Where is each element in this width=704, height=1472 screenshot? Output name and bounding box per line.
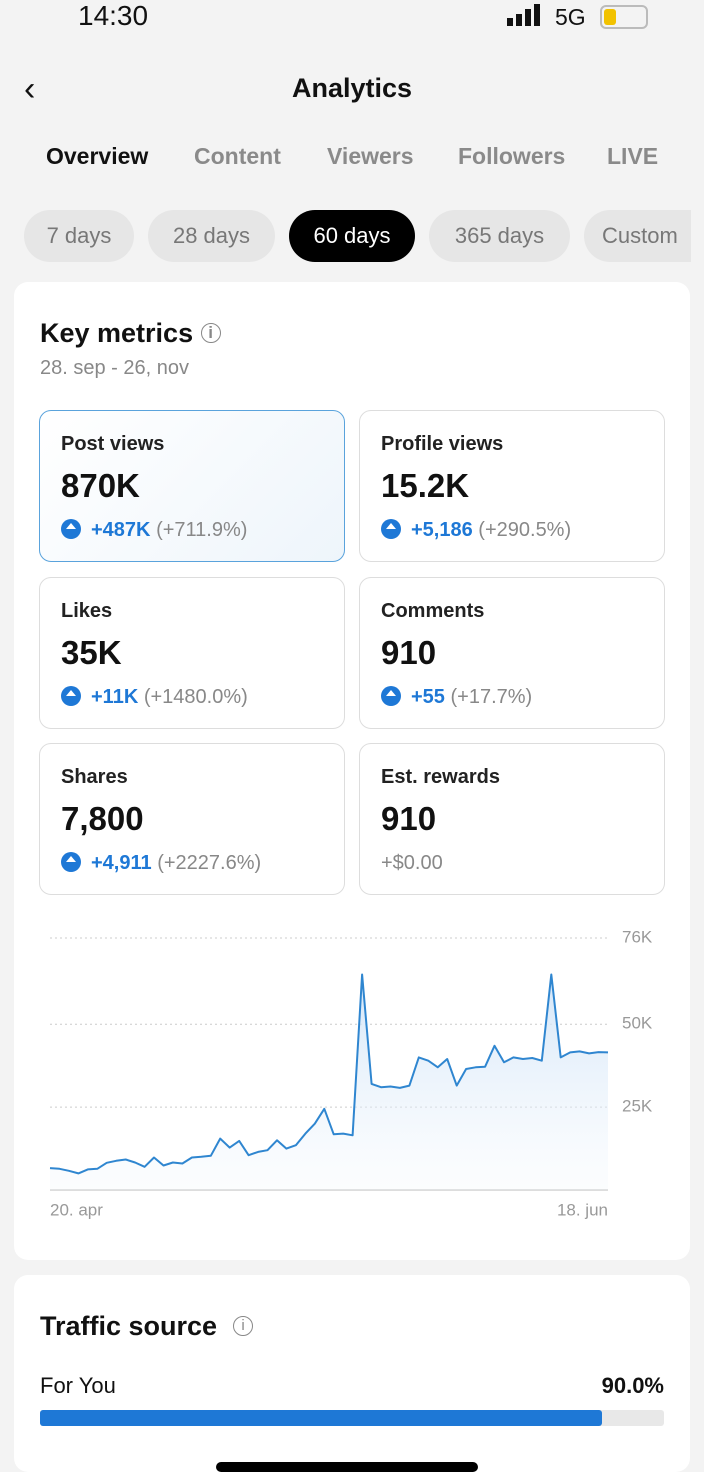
info-icon[interactable]: i — [233, 1316, 253, 1336]
metric-change: +55 — [411, 686, 445, 708]
traffic-label: For You — [40, 1373, 116, 1398]
range-pill[interactable]: Custom — [584, 210, 691, 262]
metric-card[interactable]: Likes 35K +11K (+1480.0%) — [39, 577, 345, 729]
metric-change: +4,911 — [91, 852, 152, 874]
up-icon — [381, 519, 401, 539]
tab[interactable]: LIVE — [607, 143, 659, 169]
metric-change-row: +55 (+17.7%) — [381, 686, 532, 709]
metric-pct: (+17.7%) — [450, 686, 533, 708]
traffic-title: Traffic source — [40, 1311, 218, 1341]
page-title: Analytics — [291, 73, 413, 103]
traffic-panel — [14, 1275, 690, 1472]
up-icon — [381, 686, 401, 706]
y-tick-label: 50K — [622, 1014, 653, 1033]
metric-pct: (+711.9%) — [156, 519, 248, 541]
range-pill[interactable]: 28 days — [148, 210, 275, 262]
tab[interactable]: Viewers — [327, 143, 414, 169]
home-indicator — [216, 1462, 478, 1472]
metric-pct: +$0.00 — [381, 852, 443, 874]
metric-change-row: +4,911 (+2227.6%) — [61, 852, 261, 875]
y-tick-label: 76K — [622, 927, 653, 946]
x-tick-label: 20. apr — [50, 1200, 103, 1219]
metric-pct: (+290.5%) — [478, 519, 572, 541]
metric-change-row: +5,186 (+290.5%) — [381, 519, 571, 542]
back-button[interactable]: ‹ — [24, 70, 36, 108]
range-pill[interactable]: 7 days — [24, 210, 134, 262]
up-icon — [61, 852, 81, 872]
metric-pct: (+1480.0%) — [143, 686, 248, 708]
line — [49, 973, 609, 1175]
metric-label: Profile views — [381, 433, 504, 455]
info-icon[interactable]: i — [200, 323, 221, 343]
range-pill[interactable]: 60 days — [289, 210, 415, 262]
status-time: 14:30 — [78, 0, 149, 31]
metric-label: Post views — [61, 433, 165, 455]
battery — [600, 5, 648, 29]
y-tick-label: 25K — [622, 1097, 653, 1116]
metric-change: +11K — [91, 686, 139, 708]
range-pill[interactable]: 365 days — [429, 210, 570, 262]
metric-change: +487K — [91, 519, 151, 541]
traffic-track — [40, 1410, 664, 1426]
traffic-value: 90.0% — [601, 1373, 664, 1398]
metric-card[interactable]: Post views 870K +487K (+711.9%) — [39, 410, 345, 562]
tab[interactable]: Content — [194, 143, 281, 169]
metric-label: Comments — [381, 600, 485, 622]
section-title: Key metrics i — [40, 318, 221, 349]
metric-value: 35K — [61, 634, 122, 671]
traffic-bar — [40, 1410, 602, 1426]
metric-value: 910 — [381, 800, 437, 837]
metric-value: 910 — [381, 634, 437, 671]
tab[interactable]: Followers — [458, 143, 566, 169]
metric-label: Likes — [61, 600, 113, 622]
metric-pct: (+2227.6%) — [157, 852, 262, 874]
metric-card[interactable]: Shares 7,800 +4,911 (+2227.6%) — [39, 743, 345, 895]
tab[interactable]: Overview — [46, 143, 149, 169]
metric-value: 870K — [61, 467, 140, 504]
x-tick-label: 18. jun — [557, 1200, 608, 1219]
metric-label: Est. rewards — [381, 766, 500, 788]
area — [50, 974, 608, 1190]
date-range: 28. sep - 26, nov — [40, 357, 189, 379]
up-icon — [61, 686, 81, 706]
metric-label: Shares — [61, 766, 128, 788]
metric-value: 7,800 — [61, 800, 144, 837]
metric-change-row: +11K (+1480.0%) — [61, 686, 248, 709]
network: 5G — [555, 4, 586, 30]
metric-card[interactable]: Est. rewards 910 +$0.00 — [359, 743, 665, 895]
up-icon — [61, 519, 81, 539]
metric-change-row: +$0.00 — [381, 852, 443, 875]
metric-card[interactable]: Comments 910 +55 (+17.7%) — [359, 577, 665, 729]
metric-value: 15.2K — [381, 467, 470, 504]
signal-icon — [507, 4, 545, 26]
title-text: Key metrics — [40, 318, 194, 348]
metric-change: +5,186 — [411, 519, 473, 541]
metric-card[interactable]: Profile views 15.2K +5,186 (+290.5%) — [359, 410, 665, 562]
metric-change-row: +487K (+711.9%) — [61, 519, 247, 542]
